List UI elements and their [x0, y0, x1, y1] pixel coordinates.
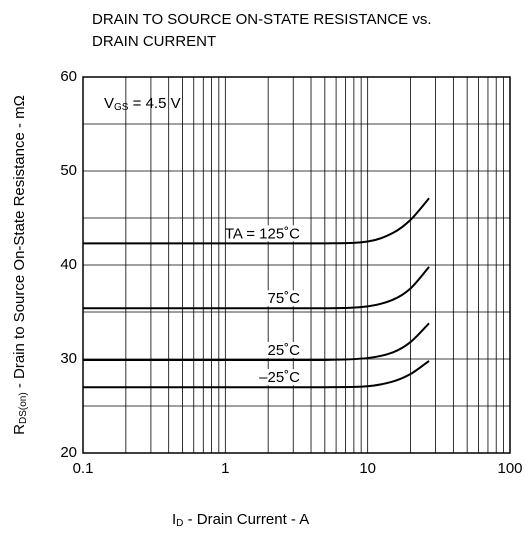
y-axis-label: RDS(on) - Drain to Source On-State Resis…	[11, 95, 29, 435]
x-tick-label: 1	[221, 460, 229, 477]
plot-frame	[82, 76, 511, 454]
series-line	[83, 197, 430, 245]
x-tick-label: 10	[359, 460, 376, 477]
series-line	[83, 266, 430, 310]
x-axis-label: ID - Drain Current - A	[172, 511, 309, 529]
y-label-main: R	[11, 424, 28, 435]
series-label: TA = 125˚C	[225, 225, 300, 242]
chart-title: DRAIN TO SOURCE ON-STATE RESISTANCE vs.	[92, 11, 432, 28]
label-bg	[255, 369, 303, 386]
y-tick-label: 60	[60, 68, 77, 85]
label-bg	[255, 341, 303, 358]
y-tick-label: 20	[60, 444, 77, 461]
annotation-main: V	[104, 95, 114, 112]
y-tick-label: 30	[60, 350, 77, 367]
annotation-rest: = 4.5 V	[128, 95, 180, 112]
label-bg	[255, 225, 303, 242]
label-bg	[255, 290, 303, 307]
series-label: 75˚C	[267, 290, 300, 307]
x-tick-label: 100	[497, 460, 522, 477]
annotation-sub: GS	[114, 102, 129, 113]
y-tick-label: 50	[60, 162, 77, 179]
series-label: –25˚C	[259, 369, 300, 386]
series-line	[83, 360, 430, 389]
y-tick-label: 40	[60, 256, 77, 273]
x-label-sub: D	[176, 518, 183, 529]
x-label-main: I	[172, 511, 176, 528]
series-label: 25˚C	[267, 342, 300, 359]
chart-title: DRAIN CURRENT	[92, 33, 216, 50]
x-label-rest: - Drain Current - A	[183, 511, 309, 528]
annotation: VGS = 4.5 V	[104, 95, 181, 113]
y-label-sub: DS(on)	[18, 392, 29, 424]
x-tick-label: 0.1	[73, 460, 94, 477]
y-label-rest: - Drain to Source On-State Resistance - …	[11, 95, 28, 392]
series-line	[83, 322, 430, 362]
